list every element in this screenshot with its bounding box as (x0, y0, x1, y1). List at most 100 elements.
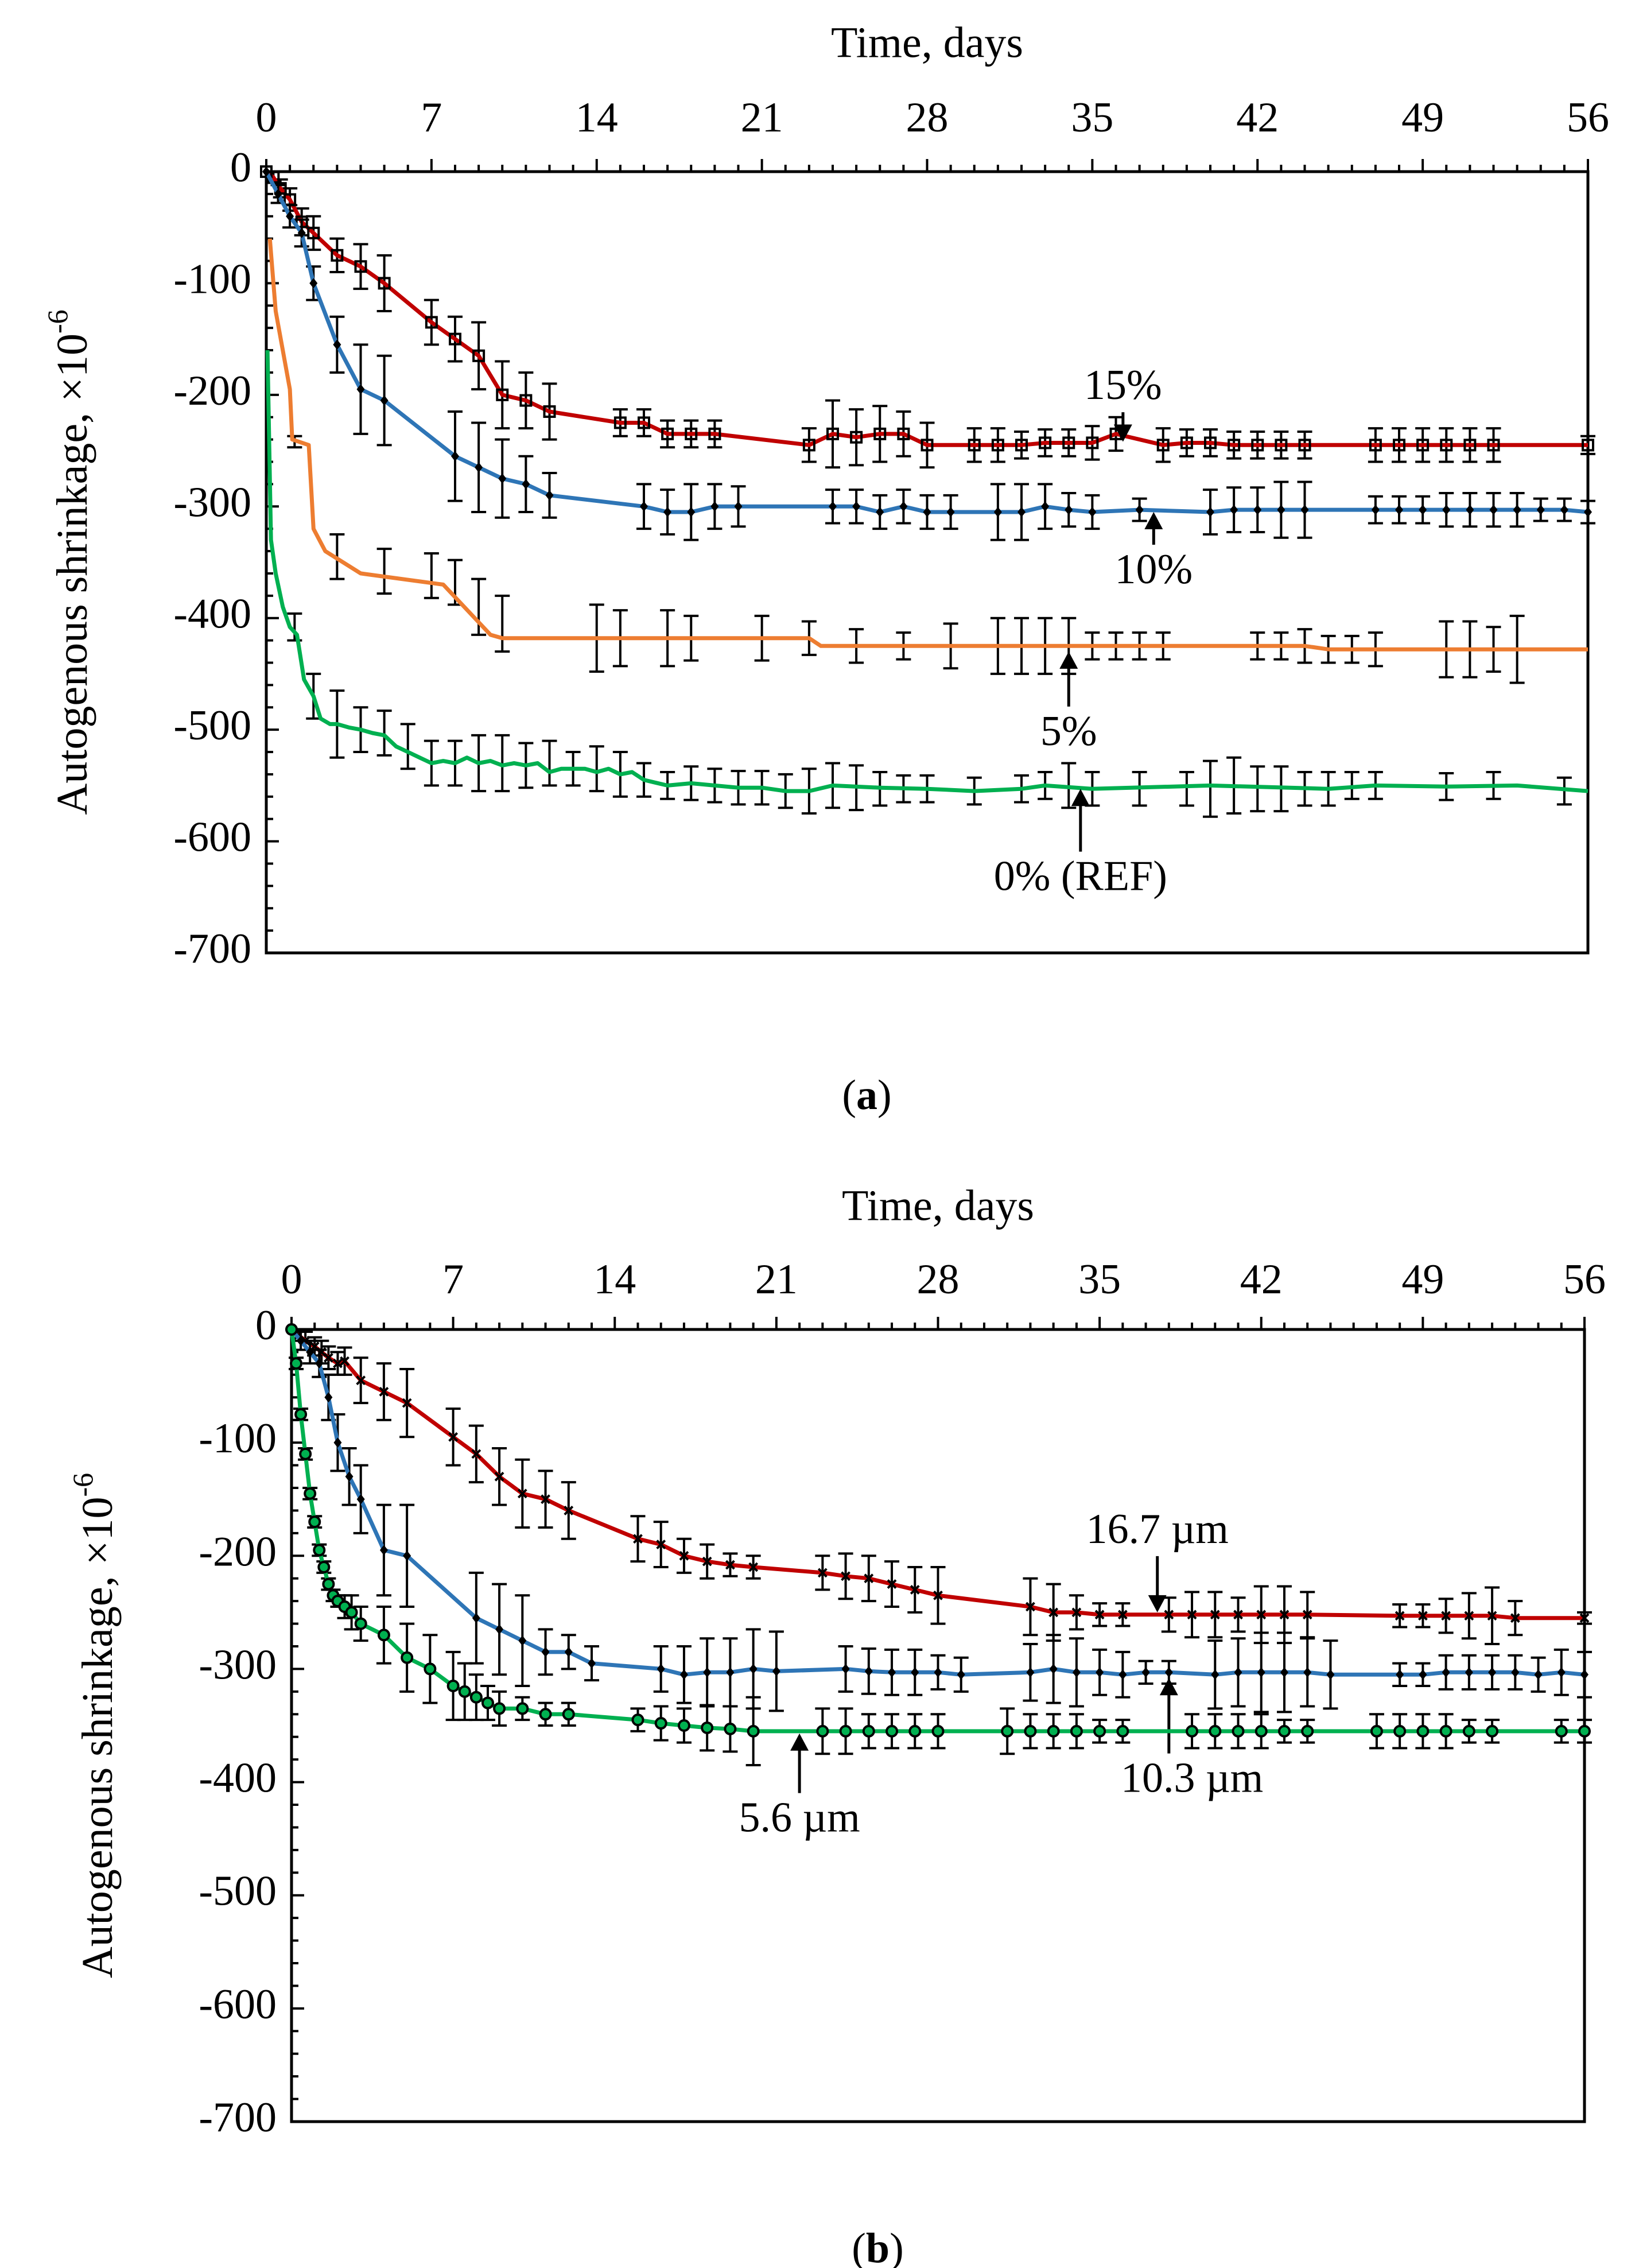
series-label: 15% (1084, 362, 1162, 409)
data-point (543, 405, 556, 418)
data-point (1465, 1667, 1473, 1678)
x-tick-label: 21 (755, 1256, 798, 1303)
data-point (1026, 1667, 1035, 1678)
error-bar (589, 745, 604, 793)
data-point (541, 1494, 550, 1505)
data-point (286, 211, 294, 222)
data-point (340, 1356, 349, 1366)
data-point (993, 507, 1002, 518)
data-point (1534, 1669, 1543, 1680)
data-point (841, 1571, 850, 1581)
y-tick-label: -100 (199, 1415, 277, 1462)
data-point (946, 507, 955, 518)
data-point (1487, 1611, 1497, 1621)
error-bar (376, 710, 392, 757)
data-point (1488, 1667, 1497, 1678)
data-point (564, 1646, 573, 1657)
data-point (345, 1606, 358, 1619)
data-point (356, 1494, 365, 1505)
x-tick-label: 49 (1401, 94, 1444, 141)
data-point (1071, 1607, 1082, 1618)
data-point (564, 1506, 574, 1515)
x-tick-label: 42 (1240, 1256, 1283, 1303)
data-point (888, 1667, 896, 1678)
data-point (1251, 439, 1264, 452)
x-tick-label: 7 (442, 1256, 464, 1303)
data-point (1463, 439, 1477, 452)
data-point (481, 1696, 494, 1709)
x-tick-label: 56 (1567, 94, 1609, 141)
plot-area-frame (265, 170, 1590, 955)
data-point (1039, 436, 1052, 449)
data-point (1256, 1610, 1267, 1620)
panel-caption: (a) (842, 1072, 891, 1119)
data-point (333, 1358, 343, 1368)
x-tick-label: 56 (1563, 1256, 1606, 1303)
data-point (562, 1708, 575, 1721)
data-point (1141, 1667, 1150, 1678)
data-point (1393, 1724, 1407, 1738)
data-point (1116, 1724, 1129, 1738)
data-point (876, 507, 884, 518)
data-point (638, 416, 650, 429)
data-point (1416, 439, 1430, 452)
data-point (710, 501, 719, 512)
error-bar (495, 734, 510, 793)
data-point (1047, 1724, 1060, 1738)
data-point (1371, 505, 1380, 515)
data-point (1489, 505, 1498, 515)
x-axis-title: Time, days (831, 18, 1023, 67)
data-point (471, 1449, 481, 1459)
annotation-arrowhead (1059, 652, 1078, 669)
series-line (265, 350, 1588, 793)
data-point (297, 1335, 305, 1346)
data-point (703, 1667, 712, 1678)
data-point (333, 339, 341, 350)
y-tick-label: -200 (199, 1528, 277, 1575)
data-point (1206, 507, 1214, 518)
x-tick-label: 14 (576, 94, 618, 141)
data-point (1209, 1724, 1222, 1738)
data-point (1180, 436, 1193, 449)
data-point (315, 1358, 324, 1369)
data-point (1486, 1724, 1499, 1738)
data-point (1049, 1664, 1058, 1674)
error-bar (424, 552, 439, 599)
data-point (356, 384, 365, 395)
data-point (657, 1664, 665, 1674)
data-point (446, 1680, 460, 1692)
data-point (379, 1387, 389, 1397)
data-point (333, 1437, 342, 1448)
data-point (1015, 439, 1028, 452)
data-point (425, 316, 438, 329)
series-label: 10% (1114, 546, 1193, 593)
data-point (1232, 1724, 1245, 1738)
series-label: 16.7 µm (1086, 1506, 1229, 1553)
y-tick-label: -300 (173, 479, 251, 526)
data-point (747, 1724, 760, 1738)
y-axis-title: Autogenous shrinkage, ×10-6 (67, 1473, 122, 1978)
series-15%: 15% (260, 165, 1595, 469)
data-point (356, 1375, 366, 1386)
data-point (472, 1612, 480, 1623)
data-point (290, 1357, 303, 1370)
x-tick-label: 28 (917, 1256, 960, 1303)
data-point (285, 1323, 298, 1336)
data-point (377, 1629, 390, 1642)
data-point (991, 439, 1004, 452)
x-tick-label: 42 (1236, 94, 1279, 141)
data-point (498, 473, 507, 484)
data-point (449, 332, 461, 346)
annotation-arrowhead (790, 1733, 809, 1751)
data-point (921, 439, 934, 452)
data-point (472, 349, 486, 362)
data-point (864, 1666, 873, 1677)
data-point (613, 416, 627, 429)
data-point (516, 1702, 529, 1715)
data-point (656, 1540, 666, 1549)
data-point (304, 1487, 317, 1500)
data-point (1578, 1724, 1591, 1738)
data-point (1279, 1610, 1290, 1620)
data-point (899, 501, 908, 512)
x-tick-label: 35 (1071, 94, 1113, 141)
